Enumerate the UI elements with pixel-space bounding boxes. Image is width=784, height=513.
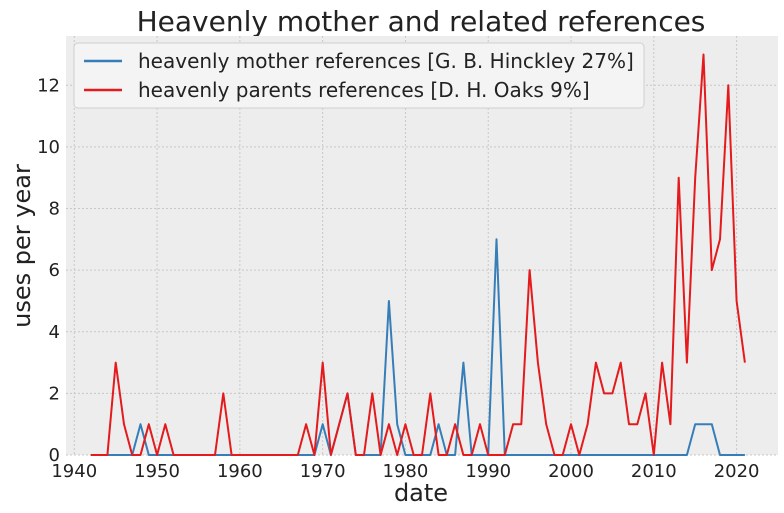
y-tick-label: 4 [49,322,60,343]
legend-label-heavenly-parents: heavenly parents references [D. H. Oaks … [138,78,590,102]
x-tick-label: 2000 [548,461,594,482]
x-axis-label: date [394,479,448,507]
legend: heavenly mother references [G. B. Hinckl… [73,42,645,109]
y-tick-label: 10 [37,137,60,158]
y-tick-label: 2 [49,383,60,404]
legend-label-heavenly-mother: heavenly mother references [G. B. Hinckl… [138,49,634,73]
x-axis-ticks: 1940 1950 1960 1970 1980 1990 2000 2010 2020 [51,461,759,482]
chart-title: Heavenly mother and related references [137,5,706,38]
x-tick-label: 1940 [51,461,97,482]
x-tick-label: 1980 [383,461,429,482]
y-tick-label: 0 [49,445,60,466]
x-tick-label: 2020 [714,461,760,482]
series-line-heavenly-parents [90,53,746,456]
y-axis-label: uses per year [8,164,36,328]
y-tick-label: 12 [37,75,60,96]
x-tick-label: 1960 [217,461,263,482]
y-tick-label: 6 [49,260,60,281]
x-tick-label: 1970 [300,461,346,482]
legend-box [73,42,645,109]
x-tick-label: 1950 [134,461,180,482]
x-tick-label: 1990 [465,461,511,482]
x-tick-label: 2010 [631,461,677,482]
y-axis-ticks: 0 2 4 6 8 10 12 [37,75,60,466]
y-tick-label: 8 [49,199,60,220]
series-layer [90,53,746,456]
